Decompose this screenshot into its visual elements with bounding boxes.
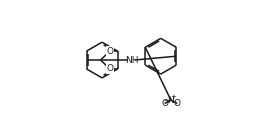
Text: +: + bbox=[170, 94, 176, 100]
Text: O: O bbox=[106, 64, 113, 74]
Text: NH: NH bbox=[125, 55, 138, 64]
Text: −: − bbox=[164, 97, 170, 106]
Text: O: O bbox=[106, 47, 113, 56]
Text: N: N bbox=[168, 96, 174, 105]
Text: O: O bbox=[161, 99, 168, 108]
Text: O: O bbox=[174, 99, 181, 108]
